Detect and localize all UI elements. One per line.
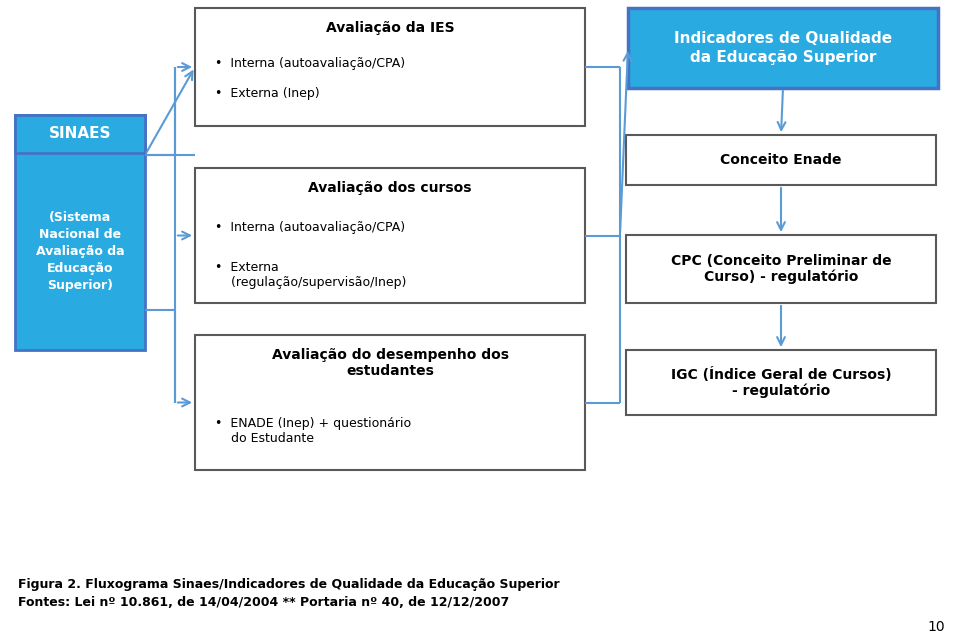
Text: Avaliação do desempenho dos
estudantes: Avaliação do desempenho dos estudantes — [271, 348, 508, 378]
Text: •  Interna (autoavaliação/CPA): • Interna (autoavaliação/CPA) — [215, 222, 405, 234]
Text: Indicadores de Qualidade
da Educação Superior: Indicadores de Qualidade da Educação Sup… — [674, 30, 892, 65]
Text: CPC (Conceito Preliminar de
Curso) - regulatório: CPC (Conceito Preliminar de Curso) - reg… — [670, 254, 891, 284]
Text: SINAES: SINAES — [49, 127, 111, 142]
Text: •  ENADE (Inep) + questionário
    do Estudante: • ENADE (Inep) + questionário do Estudan… — [215, 417, 411, 445]
Text: Avaliação dos cursos: Avaliação dos cursos — [308, 181, 472, 195]
Text: 10: 10 — [927, 620, 945, 633]
Text: Conceito Enade: Conceito Enade — [720, 153, 842, 167]
Text: Avaliação da IES: Avaliação da IES — [326, 21, 455, 35]
Text: IGC (Índice Geral de Cursos)
- regulatório: IGC (Índice Geral de Cursos) - regulatór… — [670, 367, 891, 398]
FancyBboxPatch shape — [195, 8, 585, 126]
FancyBboxPatch shape — [195, 335, 585, 470]
Text: (Sistema
Nacional de
Avaliação da
Educação
Superior): (Sistema Nacional de Avaliação da Educaç… — [35, 211, 125, 292]
FancyBboxPatch shape — [195, 168, 585, 303]
Text: •  Externa (Inep): • Externa (Inep) — [215, 87, 319, 99]
Text: Fontes: Lei nº 10.861, de 14/04/2004 ** Portaria nº 40, de 12/12/2007: Fontes: Lei nº 10.861, de 14/04/2004 ** … — [18, 596, 509, 609]
FancyBboxPatch shape — [626, 235, 936, 303]
FancyBboxPatch shape — [15, 115, 145, 153]
FancyBboxPatch shape — [15, 115, 145, 350]
Text: •  Externa
    (regulação/supervisão/Inep): • Externa (regulação/supervisão/Inep) — [215, 261, 407, 289]
FancyBboxPatch shape — [626, 350, 936, 415]
FancyBboxPatch shape — [626, 135, 936, 185]
FancyBboxPatch shape — [628, 8, 938, 88]
Text: •  Interna (autoavaliação/CPA): • Interna (autoavaliação/CPA) — [215, 56, 405, 70]
Text: Figura 2. Fluxograma Sinaes/Indicadores de Qualidade da Educação Superior: Figura 2. Fluxograma Sinaes/Indicadores … — [18, 578, 560, 591]
